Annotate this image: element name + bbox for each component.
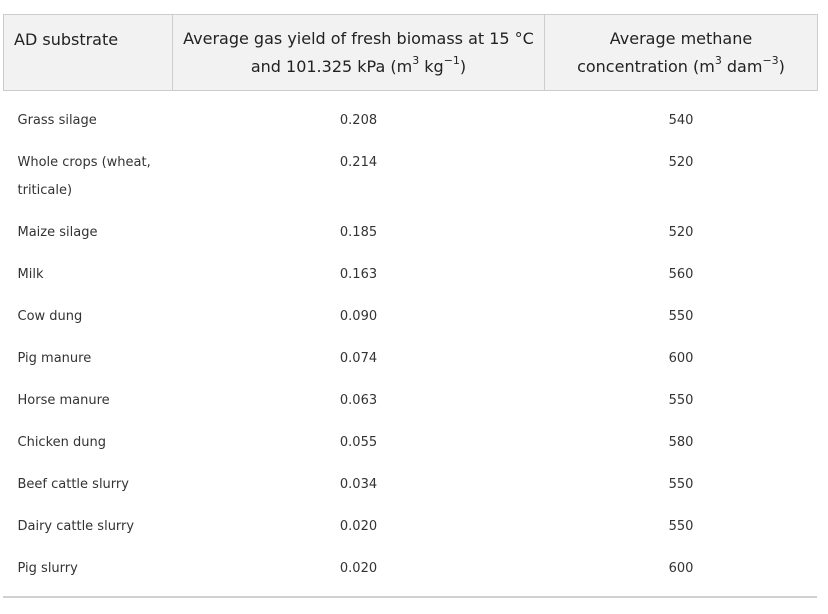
header-methane-sup2: −3 xyxy=(762,54,779,68)
cell-substrate: Pig slurry xyxy=(17,560,78,576)
cell-methane: 560 xyxy=(668,266,694,282)
header-row: AD substrate Average gas yield of fresh … xyxy=(3,14,818,91)
cell-methane: 600 xyxy=(668,350,694,366)
cell-gas-yield: 0.034 xyxy=(339,476,378,492)
table-row: Grass silage 0.208 540 xyxy=(4,107,818,149)
cell-substrate: Horse manure xyxy=(17,392,110,408)
table-row: Beef cattle slurry 0.034 550 xyxy=(4,471,818,513)
cell-substrate: Pig manure xyxy=(17,350,92,366)
header-gas-yield-line2a: and 101.325 kPa (m xyxy=(250,56,413,76)
table-row: Milk 0.163 560 xyxy=(4,261,818,303)
cell-gas-yield: 0.090 xyxy=(339,308,378,324)
header-substrate-label: AD substrate xyxy=(14,30,119,49)
cell-substrate: Maize silage xyxy=(17,224,98,240)
header-gas-yield-line2c: ) xyxy=(459,56,467,76)
cell-substrate: Grass silage xyxy=(17,112,97,128)
header-gas-yield-line2b: kg xyxy=(419,56,444,76)
cell-methane: 580 xyxy=(668,434,694,450)
cell-gas-yield: 0.020 xyxy=(339,560,378,576)
cell-methane: 550 xyxy=(668,476,694,492)
table-row: Dairy cattle slurry 0.020 550 xyxy=(4,513,818,555)
cell-methane: 520 xyxy=(668,154,694,170)
table-bottom-border xyxy=(3,596,817,598)
header-methane-line1: Average methane xyxy=(609,28,753,48)
cell-methane: 550 xyxy=(668,308,694,324)
cell-gas-yield: 0.185 xyxy=(339,224,378,240)
header-gas-yield-sup1: 3 xyxy=(412,54,420,68)
table-row: Pig manure 0.074 600 xyxy=(4,345,818,387)
cell-gas-yield: 0.163 xyxy=(339,266,378,282)
header-gas-yield-line1: Average gas yield of fresh biomass at 15… xyxy=(183,28,534,48)
cell-gas-yield: 0.063 xyxy=(339,392,378,408)
cell-substrate: Cow dung xyxy=(17,308,83,324)
cell-substrate: Milk xyxy=(17,266,44,282)
table-row: Pig slurry 0.020 600 xyxy=(4,555,818,595)
cell-methane: 600 xyxy=(668,560,694,576)
header-substrate: AD substrate xyxy=(3,14,173,91)
cell-methane: 550 xyxy=(668,518,694,534)
cell-substrate: Dairy cattle slurry xyxy=(17,518,135,534)
cell-methane: 540 xyxy=(668,112,694,128)
body-spacer xyxy=(4,91,818,107)
header-gas-yield: Average gas yield of fresh biomass at 15… xyxy=(172,14,545,91)
table-header: AD substrate Average gas yield of fresh … xyxy=(3,14,818,91)
table-row: Chicken dung 0.055 580 xyxy=(4,429,818,471)
table-row: Whole crops (wheat, triticale) 0.214 520 xyxy=(4,149,818,219)
table-body: Grass silage 0.208 540 Whole crops (whea… xyxy=(4,91,818,595)
biogas-table: AD substrate Average gas yield of fresh … xyxy=(3,14,818,595)
cell-gas-yield: 0.074 xyxy=(339,350,378,366)
data-table-container: AD substrate Average gas yield of fresh … xyxy=(3,14,818,595)
cell-substrate: Chicken dung xyxy=(17,434,107,450)
header-methane-sup1: 3 xyxy=(714,54,722,68)
header-methane: Average methane concentration (m3 dam−3) xyxy=(544,14,818,91)
header-gas-yield-sup2: −1 xyxy=(443,54,460,68)
cell-substrate: Beef cattle slurry xyxy=(17,476,129,492)
header-methane-line2c: ) xyxy=(778,56,785,76)
cell-gas-yield: 0.208 xyxy=(339,112,378,128)
table-row: Maize silage 0.185 520 xyxy=(4,219,818,261)
table-row: Cow dung 0.090 550 xyxy=(4,303,818,345)
table-row: Horse manure 0.063 550 xyxy=(4,387,818,429)
cell-methane: 550 xyxy=(668,392,694,408)
cell-methane: 520 xyxy=(668,224,694,240)
cell-gas-yield: 0.214 xyxy=(339,154,378,170)
cell-gas-yield: 0.020 xyxy=(339,518,378,534)
cell-gas-yield: 0.055 xyxy=(339,434,378,450)
cell-substrate: Whole crops (wheat, triticale) xyxy=(17,154,151,198)
header-methane-line2b: dam xyxy=(721,56,763,76)
header-methane-line2a: concentration (m xyxy=(577,56,715,76)
